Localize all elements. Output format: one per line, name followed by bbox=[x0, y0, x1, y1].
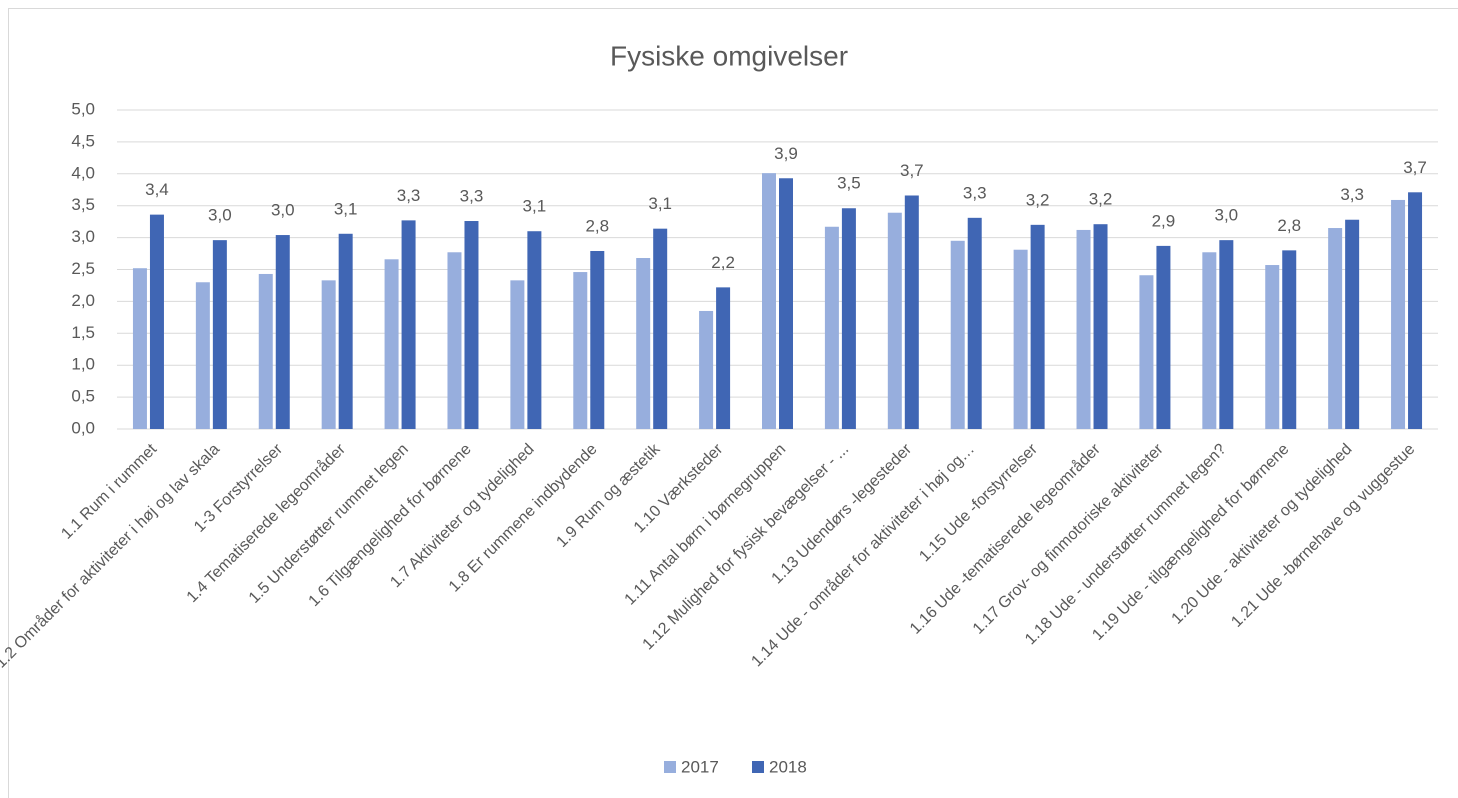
y-tick-label: 0,0 bbox=[71, 418, 95, 437]
bar bbox=[1391, 199, 1406, 429]
y-tick-label: 2,5 bbox=[71, 259, 95, 278]
legend-swatch bbox=[752, 761, 764, 773]
bar bbox=[716, 287, 731, 429]
y-tick-label: 4,0 bbox=[71, 163, 95, 182]
data-label: 3,0 bbox=[208, 206, 232, 225]
data-label: 3,7 bbox=[1403, 158, 1427, 177]
data-label: 3,3 bbox=[963, 183, 987, 202]
bar bbox=[1202, 252, 1217, 429]
y-tick-label: 3,0 bbox=[71, 227, 95, 246]
bar bbox=[573, 272, 588, 429]
bar bbox=[1345, 219, 1360, 429]
bar bbox=[887, 212, 902, 429]
bar bbox=[950, 240, 965, 429]
bar bbox=[1328, 228, 1343, 429]
data-label: 3,2 bbox=[1026, 190, 1050, 209]
bar bbox=[384, 259, 399, 429]
bar bbox=[447, 252, 462, 429]
data-label: 2,9 bbox=[1152, 211, 1176, 230]
bar bbox=[338, 233, 353, 429]
data-label: 2,8 bbox=[1277, 216, 1301, 235]
bar bbox=[1219, 240, 1234, 429]
bar bbox=[1139, 275, 1154, 429]
bar bbox=[967, 217, 982, 429]
y-tick-label: 5,0 bbox=[71, 99, 95, 118]
y-tick-label: 0,5 bbox=[71, 387, 95, 406]
bar bbox=[590, 250, 605, 429]
bar bbox=[1030, 224, 1045, 429]
y-tick-label: 1,0 bbox=[71, 355, 95, 374]
data-label: 2,2 bbox=[711, 253, 735, 272]
bar bbox=[464, 221, 479, 429]
bar bbox=[824, 226, 839, 429]
bar bbox=[527, 231, 542, 429]
data-label: 3,0 bbox=[271, 201, 295, 220]
bar bbox=[510, 280, 525, 429]
data-label: 3,5 bbox=[837, 174, 861, 193]
bar bbox=[636, 258, 651, 429]
data-label: 3,4 bbox=[145, 180, 169, 199]
data-label: 3,2 bbox=[1089, 190, 1113, 209]
bar bbox=[258, 273, 273, 429]
data-label: 3,3 bbox=[397, 186, 421, 205]
chart-title: Fysiske omgivelser bbox=[610, 40, 848, 71]
legend-label: 2018 bbox=[769, 757, 807, 776]
chart-frame bbox=[8, 8, 1458, 798]
data-label: 3,3 bbox=[460, 186, 484, 205]
data-label: 3,0 bbox=[1215, 206, 1239, 225]
bar bbox=[1093, 224, 1108, 429]
bar bbox=[1408, 192, 1423, 429]
y-tick-label: 4,5 bbox=[71, 131, 95, 150]
bar bbox=[401, 220, 416, 429]
bar bbox=[1013, 249, 1028, 429]
legend-swatch bbox=[664, 761, 676, 773]
y-tick-label: 3,5 bbox=[71, 195, 95, 214]
bar bbox=[132, 268, 147, 429]
bar bbox=[779, 178, 793, 429]
data-label: 3,7 bbox=[900, 161, 924, 180]
data-label: 3,1 bbox=[334, 199, 358, 218]
bar bbox=[1076, 229, 1091, 429]
data-label: 3,1 bbox=[523, 197, 547, 216]
y-tick-label: 1,5 bbox=[71, 323, 95, 342]
data-label: 3,9 bbox=[774, 144, 798, 163]
bar bbox=[699, 310, 714, 429]
bar bbox=[1265, 265, 1280, 429]
bar bbox=[841, 208, 856, 429]
data-label: 3,3 bbox=[1340, 185, 1364, 204]
bar bbox=[195, 282, 210, 429]
bar bbox=[653, 228, 668, 429]
y-tick-label: 2,0 bbox=[71, 291, 95, 310]
bar bbox=[1156, 245, 1171, 429]
bar bbox=[275, 235, 290, 429]
bar bbox=[212, 240, 227, 429]
bar bbox=[149, 214, 164, 429]
bar bbox=[1282, 250, 1297, 429]
bar bbox=[762, 173, 776, 429]
data-label: 2,8 bbox=[585, 216, 609, 235]
bar bbox=[321, 280, 336, 429]
bar bbox=[904, 195, 919, 429]
legend-label: 2017 bbox=[681, 757, 719, 776]
data-label: 3,1 bbox=[648, 194, 672, 213]
